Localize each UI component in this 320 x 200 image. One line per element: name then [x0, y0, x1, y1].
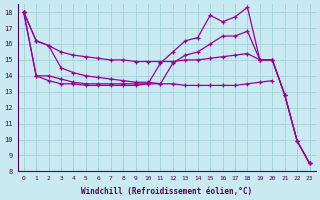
X-axis label: Windchill (Refroidissement éolien,°C): Windchill (Refroidissement éolien,°C) [81, 187, 252, 196]
